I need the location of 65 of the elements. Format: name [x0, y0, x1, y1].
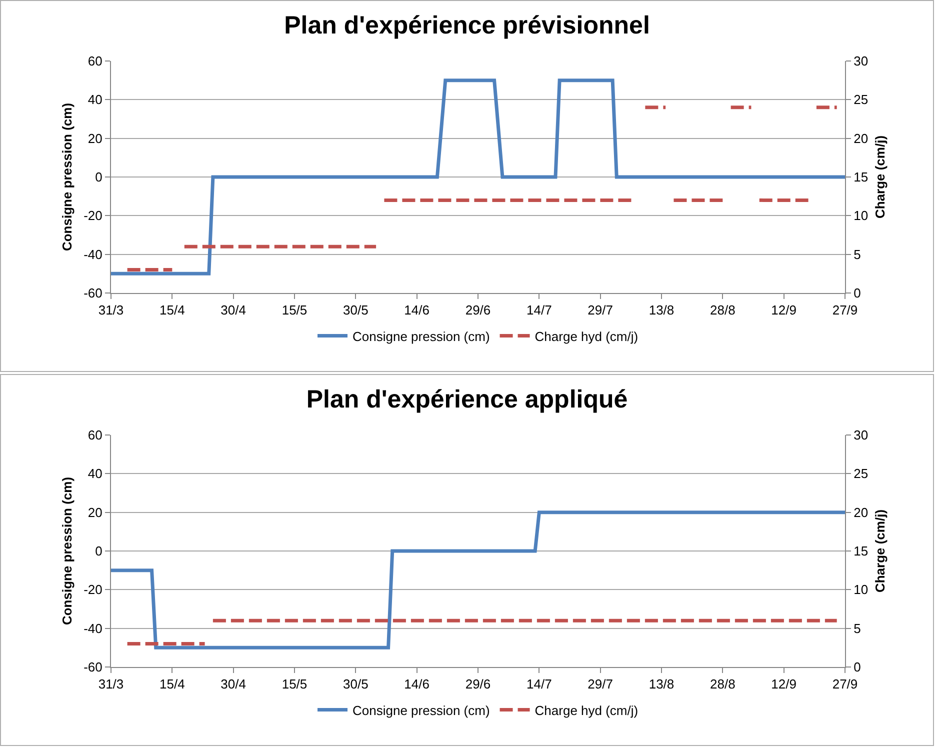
x-tick-label: 15/4 [160, 302, 185, 318]
x-tick-label: 13/8 [648, 302, 674, 318]
y-tick-label: 0 [95, 544, 102, 559]
legend-label: Consigne pression (cm) [352, 702, 490, 718]
x-tick-label: 30/4 [220, 302, 246, 318]
y2-tick-label: 20 [854, 504, 868, 520]
legend-label: Charge hyd (cm/j) [534, 328, 638, 344]
y2-tick-label: 25 [854, 92, 868, 108]
chart-title: Plan d'expérience appliqué [306, 385, 628, 414]
x-tick-label: 29/7 [588, 302, 613, 318]
x-tick-label: 30/5 [343, 302, 368, 318]
x-tick-label: 13/8 [648, 676, 674, 692]
y-tick-label: -40 [84, 620, 102, 636]
x-tick-label: 14/6 [404, 676, 430, 692]
x-tick-label: 27/9 [832, 676, 858, 692]
chart-title: Plan d'expérience prévisionnel [284, 11, 650, 40]
x-tick-label: 14/7 [526, 676, 552, 692]
y-tick-label: 60 [88, 428, 102, 443]
y-tick-label: -60 [84, 660, 102, 675]
y2-tick-label: 30 [854, 54, 868, 69]
y-tick-label: -60 [84, 286, 102, 301]
y2-tick-label: 5 [854, 620, 861, 636]
legend-label: Consigne pression (cm) [352, 328, 490, 344]
x-tick-label: 31/3 [98, 676, 124, 692]
line-series [111, 510, 845, 650]
x-tick-label: 15/4 [160, 676, 185, 692]
y-tick-label: 40 [88, 466, 102, 482]
y-tick-label: -20 [84, 208, 102, 224]
y2-tick-label: 15 [854, 544, 868, 559]
x-tick-label: 30/4 [220, 676, 246, 692]
x-tick-label: 27/9 [832, 302, 858, 318]
y-tick-label: -40 [84, 246, 102, 262]
y-tick-label: 40 [88, 92, 102, 108]
x-tick-label: 29/7 [588, 676, 613, 692]
y2-tick-label: 25 [854, 466, 868, 482]
x-tick-label: 15/5 [282, 676, 308, 692]
y2-axis-title: Charge (cm/j) [872, 509, 888, 593]
y-axis-title: Consigne pression (cm) [60, 476, 75, 626]
y2-tick-label: 0 [854, 286, 861, 301]
y-tick-label: 20 [88, 504, 102, 520]
legend-label: Charge hyd (cm/j) [534, 702, 638, 718]
y2-tick-label: 10 [854, 582, 868, 598]
y-tick-label: 20 [88, 130, 102, 146]
y-tick-label: 60 [88, 54, 102, 69]
y2-tick-label: 30 [854, 428, 868, 443]
x-tick-label: 14/7 [526, 302, 552, 318]
x-tick-label: 12/9 [771, 302, 796, 318]
y-tick-label: 0 [95, 170, 102, 185]
x-tick-label: 14/6 [404, 302, 430, 318]
y2-axis-title: Charge (cm/j) [872, 135, 888, 219]
y2-tick-label: 10 [854, 208, 868, 224]
x-tick-label: 29/6 [465, 302, 491, 318]
y2-tick-label: 0 [854, 660, 861, 675]
x-tick-label: 28/8 [710, 676, 736, 692]
y2-tick-label: 5 [854, 246, 861, 262]
x-tick-label: 30/5 [343, 676, 368, 692]
y-axis-title: Consigne pression (cm) [60, 102, 75, 252]
y2-tick-label: 15 [854, 170, 868, 185]
x-tick-label: 28/8 [710, 302, 736, 318]
y-tick-label: -20 [84, 582, 102, 598]
x-tick-label: 15/5 [282, 302, 308, 318]
x-tick-label: 31/3 [98, 302, 124, 318]
x-tick-label: 29/6 [465, 676, 491, 692]
x-tick-label: 12/9 [771, 676, 796, 692]
y2-tick-label: 20 [854, 130, 868, 146]
